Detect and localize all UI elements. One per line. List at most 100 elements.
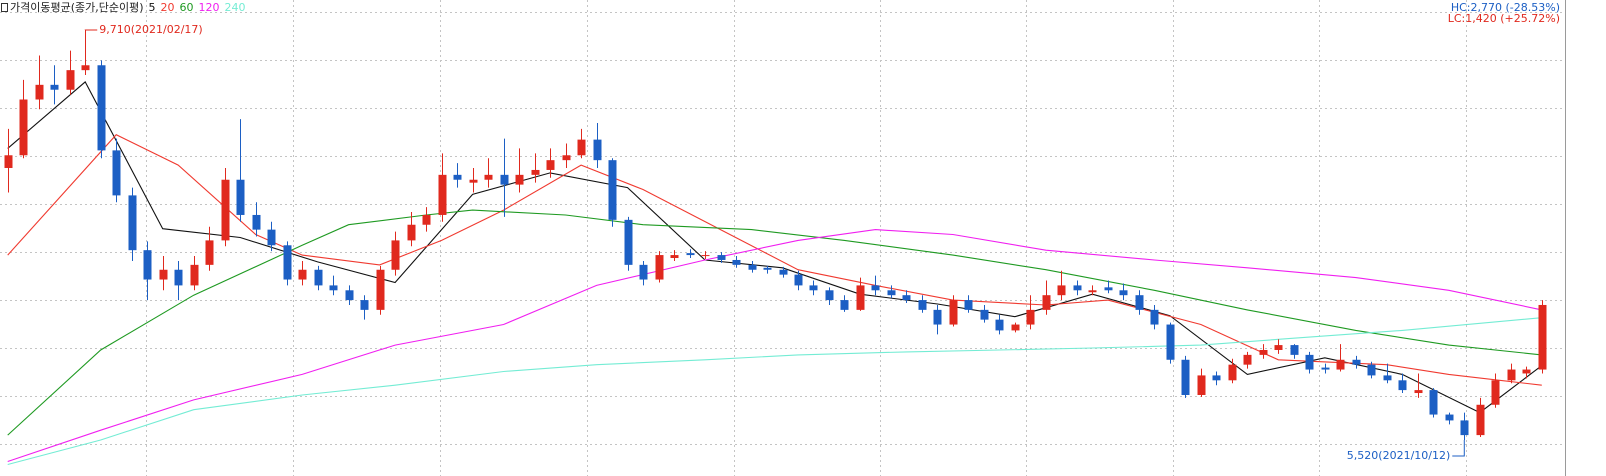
candle-body xyxy=(66,70,75,90)
candle-body xyxy=(438,174,447,215)
annotations: 9,710(2021/02/17) 5,520(2021/10/12) HC:2,7… xyxy=(84,1,1560,462)
candle-body xyxy=(112,150,121,196)
candle-body xyxy=(484,174,493,180)
candle-body xyxy=(1491,380,1500,405)
candle-body xyxy=(918,300,927,310)
candle-body xyxy=(1383,375,1392,381)
candle-body xyxy=(1429,390,1438,415)
candle-body xyxy=(4,155,13,168)
candle-body xyxy=(1243,354,1252,365)
legend-entry: 240 xyxy=(225,1,246,14)
candle-body xyxy=(252,214,261,230)
candle-body xyxy=(670,255,679,259)
candle-body xyxy=(763,267,772,270)
candle-body xyxy=(1042,295,1051,310)
candle-body xyxy=(902,295,911,301)
candle-body xyxy=(1414,390,1423,394)
candle-body xyxy=(1538,304,1547,370)
candle-body xyxy=(1026,309,1035,325)
legend: 가격이동평균(종가,단순이평) 5 20 60 120 240 xyxy=(10,1,246,14)
candle-body xyxy=(624,219,633,265)
candle-body xyxy=(128,195,137,251)
candle-body xyxy=(1088,290,1097,293)
grid xyxy=(0,0,1565,476)
candle-body xyxy=(329,285,338,291)
candle-body xyxy=(593,139,602,161)
candle-body xyxy=(1445,414,1454,421)
candle-body xyxy=(1212,375,1221,381)
candle-body xyxy=(1104,287,1113,291)
candle-body xyxy=(515,174,524,185)
legend-entry: 5 xyxy=(149,1,156,14)
candle-body xyxy=(933,309,942,325)
candle-body xyxy=(1460,420,1469,436)
candle-body xyxy=(314,269,323,286)
candle-body xyxy=(1197,375,1206,395)
candle-body xyxy=(1507,369,1516,381)
candle-body xyxy=(1073,285,1082,291)
candle-body xyxy=(949,300,958,325)
candle-body xyxy=(639,264,648,280)
candle-body xyxy=(1321,367,1330,370)
candle-body xyxy=(964,300,973,310)
candle-body xyxy=(686,253,695,256)
legend-icon xyxy=(1,3,8,12)
candles xyxy=(4,30,1547,440)
legend-title: 가격이동평균(종가,단순이평) xyxy=(10,1,144,14)
candle-body xyxy=(1290,345,1299,355)
candle-body xyxy=(345,290,354,301)
ma-line xyxy=(7,317,1542,466)
candle-body xyxy=(97,65,106,151)
candle-body xyxy=(1119,290,1128,296)
candle-body xyxy=(1274,345,1283,350)
candle-body xyxy=(267,229,276,246)
candle-body xyxy=(546,160,555,170)
candle-body xyxy=(779,269,788,275)
info-label: LC:1,420 (+25.72%) xyxy=(1448,12,1560,25)
candle-body xyxy=(469,179,478,183)
ma-line xyxy=(7,81,1543,414)
candle-body xyxy=(794,274,803,286)
candle-body xyxy=(840,300,849,310)
candle-body xyxy=(143,250,152,280)
candle-body xyxy=(655,255,664,280)
candle-body xyxy=(1305,354,1314,370)
candle-body xyxy=(190,264,199,286)
candle-body xyxy=(159,269,168,280)
candle-body xyxy=(205,240,214,265)
candle-body xyxy=(577,139,586,156)
annotation: 9,710(2021/02/17) xyxy=(99,23,202,36)
candle-body xyxy=(1057,285,1066,296)
candle-body xyxy=(174,269,183,286)
legend-entry: 120 xyxy=(199,1,220,14)
candle-body xyxy=(1352,359,1361,365)
candle-body xyxy=(980,309,989,320)
candle-body xyxy=(298,269,307,280)
candle-body xyxy=(453,174,462,180)
candle-body xyxy=(391,240,400,270)
candle-body xyxy=(1181,359,1190,395)
candle-body xyxy=(1135,295,1144,310)
candle-body xyxy=(825,290,834,301)
candle-body xyxy=(531,169,540,175)
candle-body xyxy=(1166,324,1175,360)
info-label: HC:2,770 (-28.53%) xyxy=(1451,1,1560,14)
annotation-leader xyxy=(1452,439,1465,457)
candle-body xyxy=(562,155,571,161)
candle-body xyxy=(422,214,431,225)
candle-body xyxy=(19,99,28,156)
candle-body xyxy=(221,179,230,241)
legend-entry: 60 xyxy=(180,1,194,14)
candle-body xyxy=(35,84,44,100)
candle-body xyxy=(701,255,710,257)
candle-body xyxy=(50,84,59,90)
candle-body xyxy=(1476,404,1485,436)
candle-body xyxy=(717,255,726,260)
legend-entry: 20 xyxy=(161,1,175,14)
candle-body xyxy=(1228,364,1237,381)
candle-body xyxy=(1259,349,1268,355)
candle-body xyxy=(407,224,416,241)
candle-body xyxy=(608,160,617,220)
candle-body xyxy=(856,285,865,310)
